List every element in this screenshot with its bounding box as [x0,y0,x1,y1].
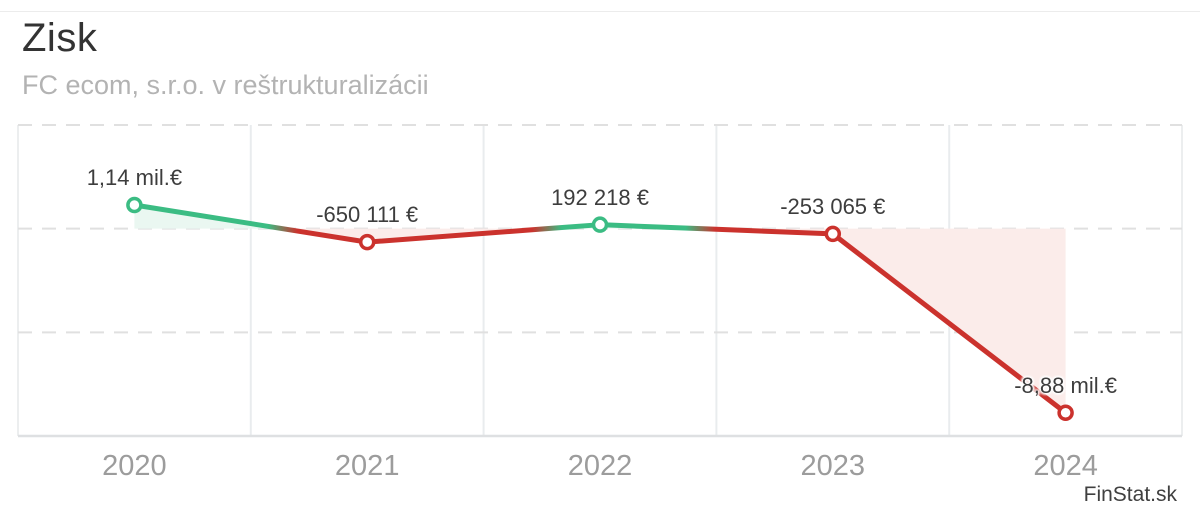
data-point-marker[interactable] [126,196,143,214]
company-subtitle: FC ecom, s.r.o. v reštrukturalizácii [22,70,429,100]
data-point-marker[interactable] [1057,404,1074,422]
data-point-marker[interactable] [824,225,842,243]
finstat-watermark-link[interactable]: FinStat.sk [1083,483,1177,506]
data-point-marker[interactable] [591,216,609,233]
page-title: Zisk [22,16,98,60]
profit-line [131,202,1069,416]
data-point-marker[interactable] [358,233,376,251]
top-divider [0,11,1200,12]
area-fill-negative [700,228,1066,413]
